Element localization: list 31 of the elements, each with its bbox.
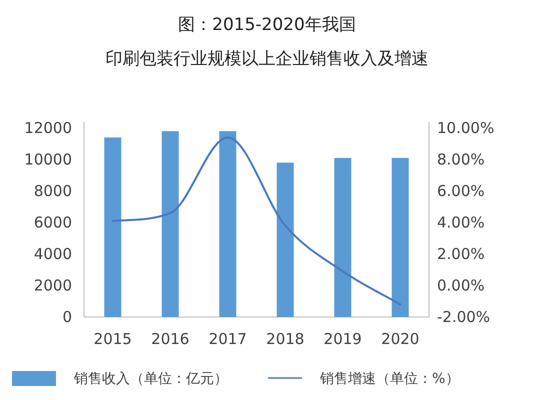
y-tick-label: 8000 — [34, 182, 72, 200]
line-series — [112, 136, 402, 306]
y-tick-label: 4000 — [34, 245, 72, 263]
y2-tick-label: 0.00% — [437, 276, 485, 294]
bar — [392, 158, 409, 317]
x-tick-label: 2015 — [94, 330, 132, 348]
chart-subtitle: 印刷包装行业规模以上企业销售收入及增速 — [106, 49, 428, 69]
y2-tick-label: 4.00% — [437, 214, 485, 232]
y-tick-label: 10000 — [24, 150, 72, 168]
y-tick-label: 2000 — [34, 276, 72, 294]
x-tick-label: 2019 — [324, 330, 362, 348]
x-tick-label: 2017 — [208, 330, 247, 348]
y2-tick-label: -2.00% — [437, 308, 490, 326]
y2-tick-label: 10.00% — [437, 119, 494, 137]
y2-tick-label: 2.00% — [437, 245, 485, 263]
bar — [276, 162, 294, 317]
y-tick-label: 12000 — [24, 119, 72, 137]
legend-label: 销售增速（单位：%） — [319, 371, 460, 387]
bar — [219, 131, 236, 317]
x-tick-label: 2016 — [151, 330, 190, 348]
y2-tick-label: 6.00% — [437, 182, 485, 200]
y-tick-label: 0 — [62, 308, 72, 326]
y2-tick-label: 8.00% — [437, 150, 485, 168]
chart-title: 图：2015-2020年我国 — [178, 15, 356, 35]
y-tick-label: 6000 — [34, 214, 72, 232]
bar — [104, 137, 122, 317]
bar — [162, 131, 179, 317]
legend-label: 销售收入（单位：亿元） — [73, 371, 228, 387]
x-tick-label: 2018 — [266, 330, 304, 348]
x-tick-label: 2020 — [381, 330, 420, 348]
bar — [334, 158, 352, 317]
